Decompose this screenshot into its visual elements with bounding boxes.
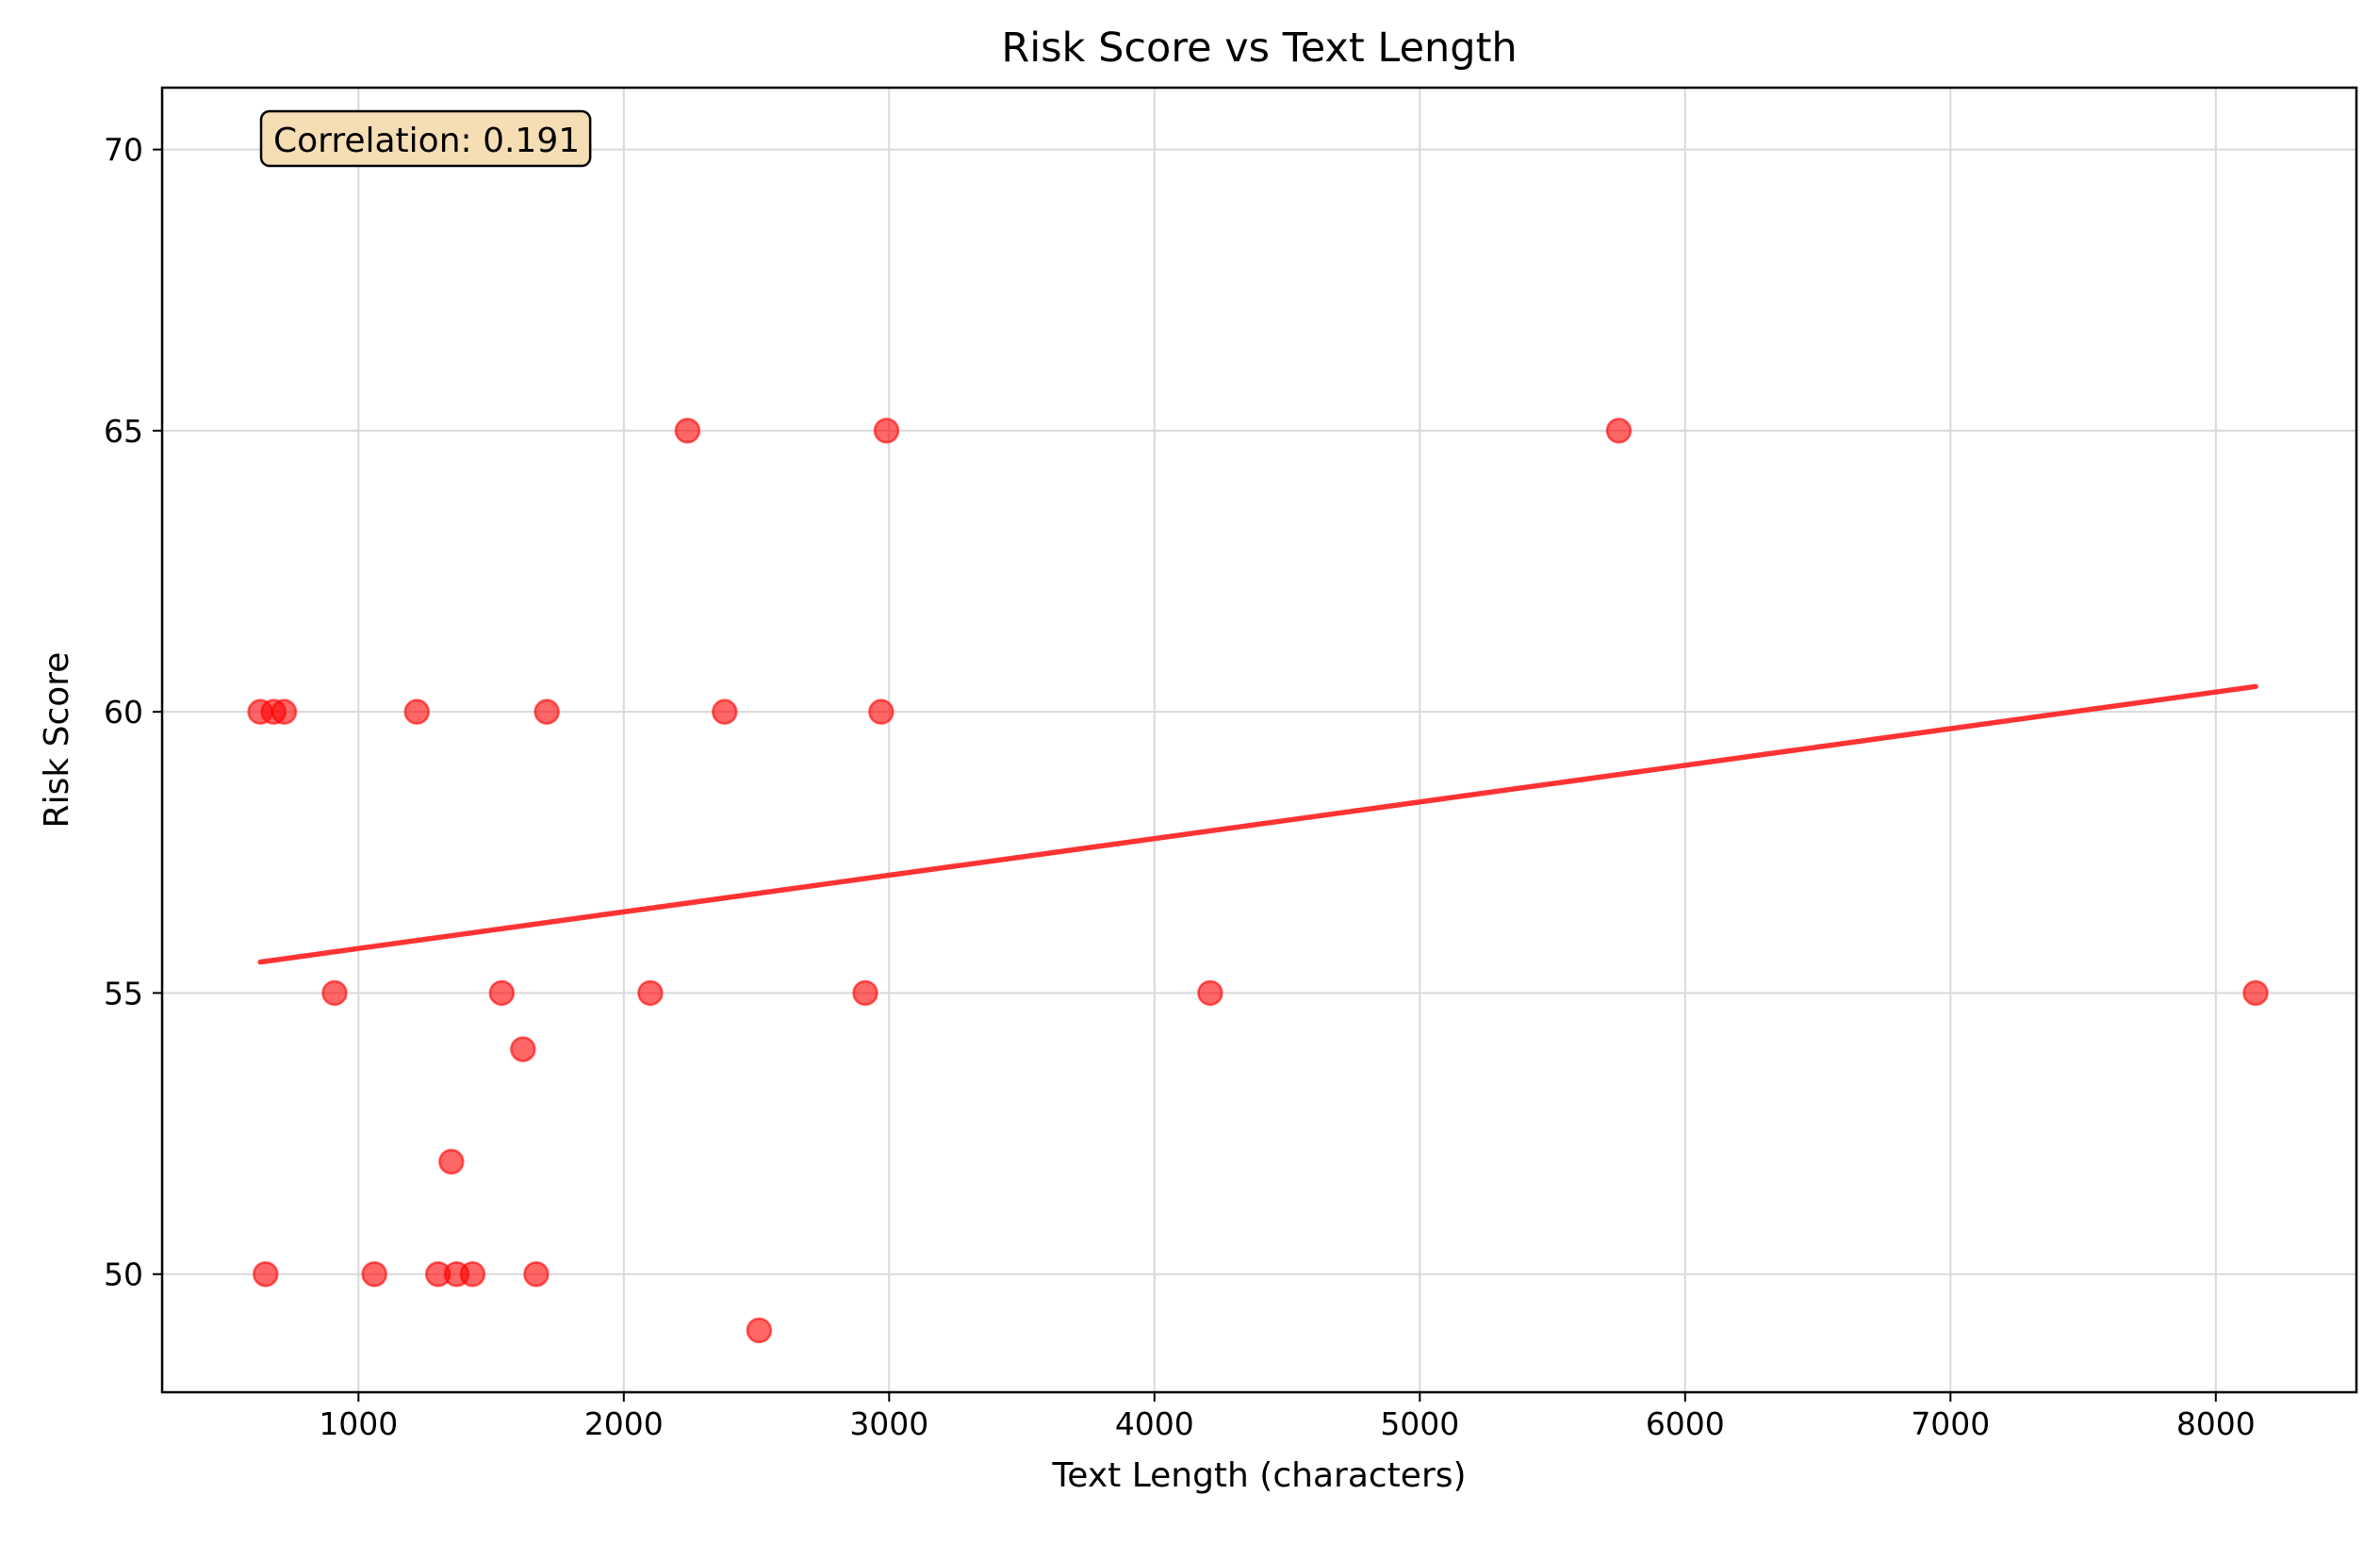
data-point [523,1260,550,1288]
trend-line [257,683,2258,965]
x-axis-title: Text Length (characters) [1051,1456,1466,1495]
x-tick-label: 1000 [319,1405,398,1442]
data-point [852,979,878,1007]
correlation-annotation: Correlation: 0.191 [259,109,592,168]
trend-line-segment [257,683,2258,965]
x-tick-label: 8000 [2176,1405,2256,1442]
data-point [1197,979,1223,1007]
data-point [459,1260,486,1288]
y-axis-title: Risk Score [38,652,76,829]
x-tick-label: 5000 [1380,1405,1459,1442]
data-points [247,418,2269,1344]
y-tick-label: 50 [104,1257,143,1293]
chart-title: Risk Score vs Text Length [1001,25,1517,72]
data-point [1605,418,1633,444]
data-point [253,1260,279,1288]
x-tick-label: 7000 [1911,1405,1990,1442]
y-tick-label: 55 [104,975,143,1011]
data-point [488,979,516,1007]
x-axis-ticks: 1000 2000 3000 4000 5000 6000 7000 8000 [319,1392,2256,1442]
y-tick-label: 60 [104,694,143,731]
data-point [321,979,348,1007]
plot-frame [160,86,2358,1394]
data-point [271,698,298,725]
data-point [361,1260,387,1288]
grid-lines [162,88,2356,1392]
y-tick-label: 65 [104,413,143,450]
data-point [674,418,701,444]
annotation-text: Correlation: 0.191 [273,122,580,160]
data-point [637,979,664,1007]
data-point [873,418,900,444]
annotation-box [259,109,592,168]
x-tick-label: 3000 [849,1405,928,1442]
y-axis-ticks: 50 55 60 65 70 [104,132,162,1293]
data-point [403,698,430,725]
data-point [746,1317,773,1344]
data-point [510,1036,536,1062]
x-tick-label: 4000 [1115,1405,1194,1442]
data-point [868,698,895,725]
y-tick-label: 70 [104,132,143,169]
x-tick-label: 6000 [1646,1405,1725,1442]
data-point [438,1148,465,1175]
data-point [2242,979,2269,1007]
data-point [712,698,738,725]
x-tick-label: 2000 [584,1405,664,1442]
data-point [533,698,560,725]
